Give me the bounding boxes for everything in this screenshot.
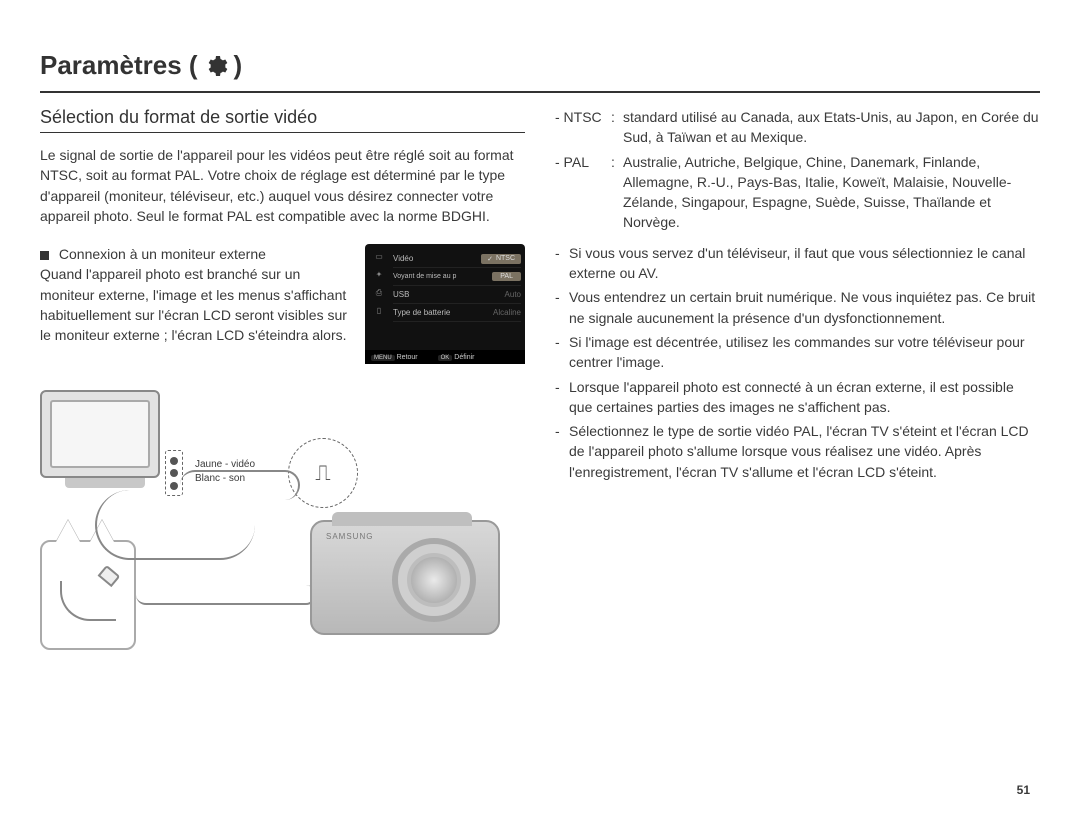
focus-icon: ✦: [371, 270, 387, 279]
external-monitor-body: Quand l'appareil photo est branché sur u…: [40, 266, 347, 343]
lcd-ntsc-option: ✓NTSC: [481, 254, 521, 264]
page-number: 51: [1017, 783, 1030, 797]
external-monitor-text: Connexion à un moniteur externe Quand l'…: [40, 244, 351, 345]
note-text: Si vous vous servez d'un téléviseur, il …: [569, 243, 1040, 284]
lcd-footer: MENU Retour OK Définir: [365, 350, 525, 364]
lcd-footer-right: Définir: [454, 354, 474, 361]
monitor-icon: ▭: [371, 252, 387, 261]
ok-button-label: OK: [438, 355, 453, 361]
cable-line: [180, 470, 300, 500]
note-item: - Lorsque l'appareil photo est connecté …: [555, 377, 1040, 418]
camera-brand-label: SAMSUNG: [326, 532, 373, 541]
lcd-value: Auto: [505, 290, 521, 299]
dash-bullet: -: [555, 287, 569, 328]
note-item: - Vous entendrez un certain bruit numéri…: [555, 287, 1040, 328]
cable-line: [95, 490, 255, 560]
lcd-footer-left: Retour: [397, 354, 418, 361]
colon-sep: :: [611, 152, 623, 233]
note-text: Lorsque l'appareil photo est connecté à …: [569, 377, 1040, 418]
usb-icon: ⎙: [371, 288, 387, 298]
lcd-row: ✦ Voyant de mise au p PAL: [393, 268, 521, 286]
manual-page: Paramètres ( ) Sélection du format de so…: [0, 0, 1080, 815]
gear-icon: [204, 54, 228, 78]
lcd-label: USB: [393, 290, 409, 299]
rca-plug-icon: [170, 457, 178, 465]
note-text: Sélectionnez le type de sortie vidéo PAL…: [569, 421, 1040, 482]
camera-illustration: SAMSUNG: [310, 520, 510, 650]
page-title-row: Paramètres ( ): [40, 50, 1040, 81]
lcd-label: Voyant de mise au p: [393, 273, 456, 280]
intro-paragraph: Le signal de sortie de l'appareil pour l…: [40, 145, 525, 226]
ntsc-key: - NTSC: [555, 107, 611, 148]
dash-bullet: -: [555, 421, 569, 482]
note-item: - Si vous vous servez d'un téléviseur, i…: [555, 243, 1040, 284]
usb-symbol-icon: ⎍: [315, 460, 330, 486]
lcd-value: Alcaline: [493, 308, 521, 317]
subheading-underline: [40, 132, 525, 133]
lcd-row: ▭ Vidéo ✓NTSC: [393, 250, 521, 268]
cable-plug-illustration: [58, 565, 118, 625]
title-divider: [40, 91, 1040, 93]
title-prefix: Paramètres (: [40, 50, 198, 81]
camera-lcd-preview: ▭ Vidéo ✓NTSC ✦ Voyant de mise au p PAL …: [365, 244, 525, 364]
section-subheading: Sélection du format de sortie vidéo: [40, 107, 525, 128]
left-column: Sélection du format de sortie vidéo Le s…: [40, 107, 525, 670]
colon-sep: :: [611, 107, 623, 148]
usb-connector-callout: ⎍: [288, 438, 358, 508]
ntsc-definition: - NTSC : standard utilisé au Canada, aux…: [555, 107, 1040, 148]
dash-bullet: -: [555, 243, 569, 284]
dash-bullet: -: [555, 377, 569, 418]
dash-bullet: -: [555, 332, 569, 373]
title-suffix: ): [234, 50, 243, 81]
battery-icon: ▯: [371, 306, 387, 315]
note-item: - Si l'image est décentrée, utilisez les…: [555, 332, 1040, 373]
pal-key: - PAL: [555, 152, 611, 233]
two-column-layout: Sélection du format de sortie vidéo Le s…: [40, 107, 1040, 670]
note-item: - Sélectionnez le type de sortie vidéo P…: [555, 421, 1040, 482]
lcd-row: ⎙ USB Auto: [393, 286, 521, 304]
connection-diagram: Jaune - vidéo Blanc - son ⎍: [40, 390, 510, 670]
lcd-row: ▯ Type de batterie Alcaline: [393, 304, 521, 322]
note-text: Si l'image est décentrée, utilisez les c…: [569, 332, 1040, 373]
right-column: - NTSC : standard utilisé au Canada, aux…: [555, 107, 1040, 670]
external-monitor-block: Connexion à un moniteur externe Quand l'…: [40, 244, 525, 364]
lcd-pal-option: PAL: [492, 272, 521, 281]
lcd-label: Type de batterie: [393, 308, 450, 317]
external-monitor-heading: Connexion à un moniteur externe: [59, 246, 266, 262]
check-icon: ✓: [487, 255, 493, 263]
tv-illustration: [40, 390, 170, 500]
rca-plug-icon: [170, 482, 178, 490]
pal-value: Australie, Autriche, Belgique, Chine, Da…: [623, 152, 1040, 233]
lcd-label: Vidéo: [393, 254, 413, 263]
rca-plug-icon: [170, 469, 178, 477]
pal-definition: - PAL : Australie, Autriche, Belgique, C…: [555, 152, 1040, 233]
cable-line: [136, 585, 316, 605]
note-text: Vous entendrez un certain bruit numériqu…: [569, 287, 1040, 328]
square-bullet-icon: [40, 251, 49, 260]
ntsc-value: standard utilisé au Canada, aux Etats-Un…: [623, 107, 1040, 148]
menu-button-label: MENU: [371, 355, 395, 361]
